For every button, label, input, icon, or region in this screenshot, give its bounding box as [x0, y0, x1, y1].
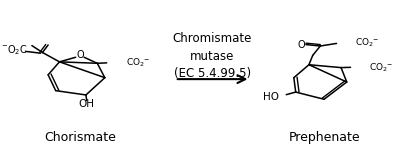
Text: Prephenate: Prephenate — [288, 131, 360, 144]
Text: CO$_2$$^{-}$: CO$_2$$^{-}$ — [356, 36, 380, 49]
Text: Chorismate: Chorismate — [44, 131, 116, 144]
Text: (EC 5.4.99.5): (EC 5.4.99.5) — [174, 67, 251, 80]
Text: CO$_2$$^{-}$: CO$_2$$^{-}$ — [126, 56, 150, 69]
Text: mutase: mutase — [190, 50, 235, 63]
Text: Chromismate: Chromismate — [173, 32, 252, 45]
Text: HO: HO — [263, 92, 279, 102]
Text: $^{-}$O$_2$C: $^{-}$O$_2$C — [1, 43, 28, 57]
Text: O: O — [76, 50, 84, 60]
Text: OH: OH — [79, 99, 95, 109]
Text: CO$_2$$^{-}$: CO$_2$$^{-}$ — [370, 61, 394, 74]
Text: O: O — [298, 40, 305, 50]
